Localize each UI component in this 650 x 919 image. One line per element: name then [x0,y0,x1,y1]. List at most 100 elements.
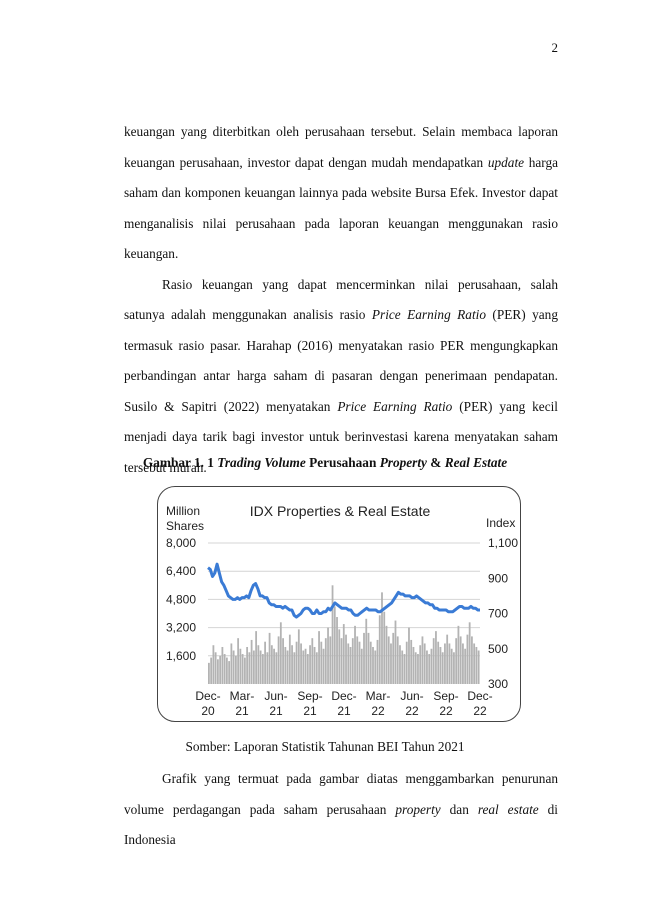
chart-title: IDX Properties & Real Estate [250,503,431,519]
x-tick-label-bottom: 20 [201,704,215,718]
volume-bar [356,636,359,684]
volume-bar [309,645,311,684]
volume-bar [225,657,228,684]
volume-bar [464,648,467,684]
chart-frame: IDX Properties & Real Estate Million Share… [157,486,521,722]
volume-bar [243,657,246,684]
volume-bar [455,638,458,684]
volume-bar [329,636,332,684]
volume-bar [426,650,428,684]
volume-bar [387,636,390,684]
paragraph-3-text-a: Grafik yang termuat pada gambar diatas m… [124,771,558,817]
volume-bar [459,636,462,684]
chart-svg: IDX Properties & Real Estate MillionShare… [166,503,518,718]
volume-bar [302,650,305,684]
x-tick-label-top: Jun- [400,689,423,703]
right-tick-label: 1,100 [488,536,518,550]
volume-bar [257,645,260,684]
volume-bar [288,634,291,684]
x-tick-label-bottom: 21 [337,704,351,718]
volume-bar [372,646,374,684]
volume-bar [273,648,275,684]
volume-bar [246,646,249,684]
volume-bar [255,631,258,685]
x-tick-label-top: Dec- [195,689,220,703]
volume-bar [313,646,316,684]
body-text-top: keuangan yang diterbitkan oleh perusahaa… [124,117,558,483]
volume-bar [351,638,354,684]
volume-bar [385,625,388,684]
volume-bar [423,643,426,684]
volume-bar [477,650,480,684]
paragraph-2-italic-per-2: Price Earning Ratio [337,398,453,414]
volume-bar [448,643,451,684]
volume-bar [282,638,284,684]
volume-bar [239,648,242,684]
paragraph-1-text-a: keuangan yang diterbitkan oleh perusahaa… [124,124,558,170]
volume-bar [347,643,350,684]
volume-bar [297,629,300,684]
volume-bar [221,646,224,684]
x-tick-label-top: Mar- [230,689,255,703]
body-text-bottom: Grafik yang termuat pada gambar diatas m… [124,764,558,856]
x-tick-label-top: Sep- [433,689,458,703]
x-tick-label-bottom: 21 [269,704,283,718]
volume-bar [315,652,318,684]
volume-bar [457,625,460,684]
volume-bar [214,652,217,684]
volume-bar [441,652,444,684]
volume-bar [439,646,442,684]
volume-bar [360,648,363,684]
paragraph-3-text-c: di Indonesia [124,801,558,848]
volume-bar [358,641,361,684]
volume-bar [210,657,213,684]
volume-bar [473,643,476,684]
volume-bar [417,654,419,684]
volume-bar [378,615,381,684]
volume-bar [266,652,269,684]
volume-bar [376,639,379,684]
x-tick-label-top: Sep- [297,689,322,703]
volume-bar [228,661,231,684]
x-tick-label-top: Jun- [264,689,287,703]
left-tick-label: 1,600 [166,649,196,663]
volume-bar [300,643,302,684]
paragraph-2: Rasio keuangan yang dapat mencerminkan n… [124,270,558,484]
volume-bar [268,632,271,684]
caption-prefix: Gambar 1. 1 [142,455,218,470]
volume-bar [390,643,392,684]
volume-bar [241,654,244,684]
volume-bar [223,654,226,684]
volume-bar [363,632,365,684]
volume-bar [324,638,327,684]
volume-bar [291,645,293,684]
volume-bar [252,650,255,684]
x-tick-label-bottom: 22 [473,704,487,718]
volume-bar [264,641,266,684]
paragraph-3-italic-property: property [395,801,441,817]
volume-bar [471,636,473,684]
x-tick-label-bottom: 22 [439,704,453,718]
paragraph-1: keuangan yang diterbitkan oleh perusahaa… [124,117,558,270]
index-line [207,562,480,619]
volume-bar [293,652,296,684]
volume-bar [396,636,399,684]
volume-bar [383,611,386,684]
volume-bar [279,622,282,684]
volume-bar [374,650,377,684]
volume-bar [444,643,446,684]
x-tick-label-bottom: 21 [303,704,317,718]
volume-bar [320,641,323,684]
x-tick-label-top: Mar- [366,689,391,703]
volume-bar [408,627,410,684]
volume-bar [349,646,352,684]
volume-bar [430,648,433,684]
paragraph-1-text-b: harga saham dan komponen keuangan lainny… [124,154,558,262]
volume-bar [342,624,345,684]
x-tick-label-bottom: 21 [235,704,249,718]
volume-bar [369,641,372,684]
paragraph-2-text-a: Rasio keuangan yang dapat mencerminkan n… [124,276,558,323]
paragraph-3: Grafik yang termuat pada gambar diatas m… [124,764,558,856]
volume-bar [466,634,469,684]
volume-bar [250,639,253,684]
